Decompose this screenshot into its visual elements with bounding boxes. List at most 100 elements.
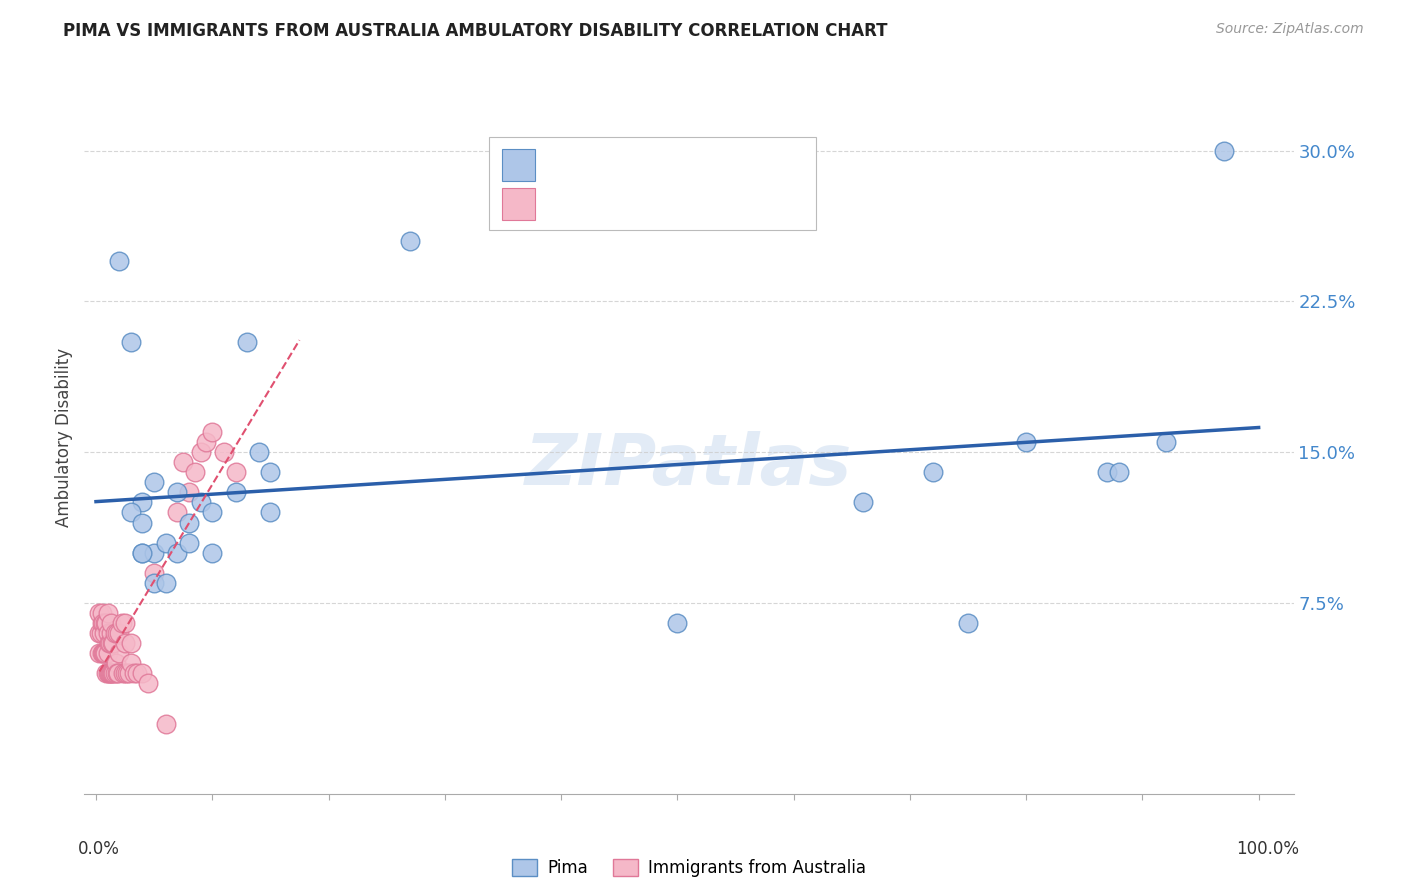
Point xyxy=(89,646,111,660)
Point xyxy=(97,666,120,681)
Point xyxy=(94,646,117,660)
Point xyxy=(100,615,122,630)
Text: ZIPatlas: ZIPatlas xyxy=(526,431,852,500)
Point xyxy=(259,506,281,520)
Point xyxy=(1212,144,1234,158)
Point xyxy=(97,636,120,650)
Point xyxy=(93,646,115,660)
Point xyxy=(90,615,112,630)
Point xyxy=(114,636,136,650)
Point xyxy=(177,485,200,500)
Point xyxy=(166,485,188,500)
Point xyxy=(89,626,111,640)
Point xyxy=(131,546,153,560)
Point xyxy=(131,546,153,560)
Point xyxy=(103,666,125,681)
Point xyxy=(177,535,200,549)
Point xyxy=(101,636,124,650)
Point xyxy=(131,516,153,530)
Point xyxy=(89,606,111,620)
Point xyxy=(131,666,153,681)
Point xyxy=(120,657,142,671)
Point xyxy=(98,666,121,681)
Point xyxy=(172,455,194,469)
Point xyxy=(259,465,281,479)
Point xyxy=(100,666,122,681)
Point xyxy=(117,666,139,681)
Point xyxy=(166,546,188,560)
Point xyxy=(666,615,689,630)
Text: 100.0%: 100.0% xyxy=(1236,840,1299,858)
Point xyxy=(120,334,142,349)
Point xyxy=(97,606,120,620)
Point xyxy=(97,666,120,681)
Point xyxy=(98,636,121,650)
Point xyxy=(1015,435,1038,450)
Point xyxy=(1097,465,1119,479)
Point xyxy=(155,535,177,549)
Point xyxy=(111,666,134,681)
Point xyxy=(399,234,422,248)
Point xyxy=(114,666,136,681)
Point xyxy=(108,254,131,268)
Point xyxy=(184,465,207,479)
Point xyxy=(143,566,166,580)
Point xyxy=(190,495,212,509)
Point xyxy=(1108,465,1130,479)
Point xyxy=(91,646,114,660)
Point xyxy=(131,495,153,509)
Point xyxy=(155,716,177,731)
Point xyxy=(852,495,875,509)
Point xyxy=(104,657,127,671)
Point xyxy=(236,334,259,349)
Point xyxy=(104,666,127,681)
Legend: Pima, Immigrants from Australia: Pima, Immigrants from Australia xyxy=(505,852,873,884)
Point xyxy=(922,465,945,479)
Point xyxy=(108,626,131,640)
Point xyxy=(166,506,188,520)
Point xyxy=(90,646,112,660)
Point xyxy=(90,626,112,640)
Point xyxy=(108,646,131,660)
Y-axis label: Ambulatory Disability: Ambulatory Disability xyxy=(55,348,73,526)
Point xyxy=(124,666,146,681)
Point xyxy=(225,465,247,479)
Point xyxy=(212,445,235,459)
Point xyxy=(125,666,148,681)
Point xyxy=(177,516,200,530)
Point xyxy=(104,626,127,640)
Point xyxy=(201,425,224,439)
Point xyxy=(94,615,117,630)
Point xyxy=(101,666,124,681)
Point xyxy=(201,546,224,560)
Point xyxy=(143,575,166,590)
Point xyxy=(105,626,128,640)
Point xyxy=(201,506,224,520)
Point xyxy=(110,615,132,630)
Point xyxy=(107,666,129,681)
Point xyxy=(1154,435,1177,450)
Text: Source: ZipAtlas.com: Source: ZipAtlas.com xyxy=(1216,22,1364,37)
Text: 0.0%: 0.0% xyxy=(79,840,120,858)
Point xyxy=(96,615,118,630)
Text: PIMA VS IMMIGRANTS FROM AUSTRALIA AMBULATORY DISABILITY CORRELATION CHART: PIMA VS IMMIGRANTS FROM AUSTRALIA AMBULA… xyxy=(63,22,887,40)
Point xyxy=(247,445,270,459)
Point xyxy=(90,606,112,620)
Point xyxy=(91,615,114,630)
Point xyxy=(143,546,166,560)
Point xyxy=(225,485,247,500)
Point xyxy=(190,445,212,459)
Point xyxy=(96,666,118,681)
Point xyxy=(97,646,120,660)
Point xyxy=(956,615,979,630)
Point xyxy=(114,615,136,630)
Point xyxy=(93,626,115,640)
Point xyxy=(117,666,139,681)
Point xyxy=(120,506,142,520)
Point xyxy=(100,626,122,640)
Point xyxy=(143,475,166,490)
Point xyxy=(97,626,120,640)
Point xyxy=(136,676,159,690)
Point xyxy=(103,636,125,650)
Point xyxy=(105,666,128,681)
